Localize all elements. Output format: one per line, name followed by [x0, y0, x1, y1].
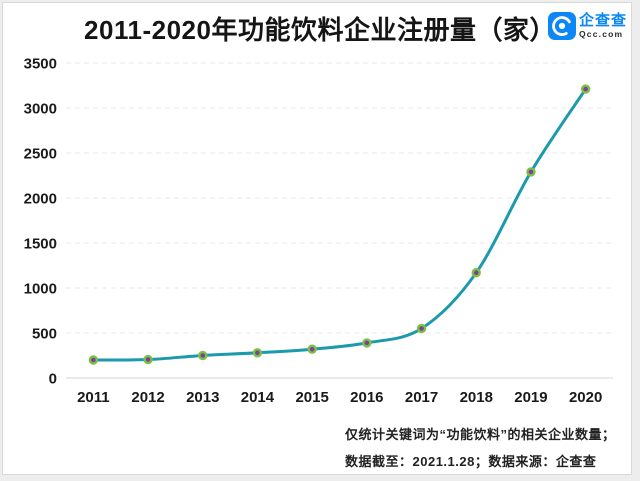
data-point-2015	[307, 344, 317, 354]
x-tick-label: 2019	[514, 389, 547, 406]
x-tick-label: 2017	[405, 389, 438, 406]
y-tick-label: 2000	[24, 191, 57, 208]
x-tick-label: 2013	[186, 389, 219, 406]
y-tick-label: 3500	[24, 56, 57, 73]
y-tick-label: 3000	[24, 101, 57, 118]
x-tick-label: 2012	[131, 389, 164, 406]
x-tick-label: 2020	[569, 389, 602, 406]
logo-domain-text: Qcc.com	[579, 29, 624, 40]
chart-title: 2011-2020年功能饮料企业注册量（家）	[84, 15, 556, 45]
note-line-2: 数据截至：2021.1.28；数据来源：企查查	[345, 454, 597, 469]
chart-card	[2, 2, 632, 475]
qcc-logo-text: 企查查 Qcc.com	[579, 13, 627, 39]
x-tick-label: 2016	[350, 389, 383, 406]
qcc-logo: 企查查 Qcc.com	[548, 12, 627, 40]
x-tick-label: 2018	[460, 389, 493, 406]
data-point-2014	[252, 348, 263, 358]
x-tick-label: 2011	[77, 389, 110, 406]
data-source-note: 仅统计关键词为“功能饮料”的相关企业数量； 数据截至：2021.1.28；数据来…	[345, 421, 616, 475]
x-tick-label: 2014	[241, 389, 275, 406]
data-point-2011	[88, 355, 99, 365]
y-tick-label: 0	[49, 371, 57, 388]
data-point-2017	[416, 323, 427, 334]
data-point-2012	[143, 354, 153, 365]
y-tick-label: 2500	[24, 146, 57, 163]
data-point-2016	[362, 338, 372, 348]
data-point-2019	[526, 167, 536, 177]
series-line	[91, 87, 588, 362]
data-point-2013	[198, 350, 208, 361]
y-tick-label: 1000	[24, 281, 57, 298]
qcc-logo-icon	[548, 12, 576, 40]
note-line-1: 仅统计关键词为“功能饮料”的相关企业数量；	[345, 427, 616, 442]
y-tick-label: 1500	[24, 236, 57, 253]
data-point-2020	[580, 84, 591, 94]
x-tick-label: 2015	[295, 389, 328, 406]
y-tick-label: 500	[32, 326, 57, 343]
data-point-2018	[471, 268, 481, 278]
logo-brand-text: 企查查	[579, 12, 628, 30]
